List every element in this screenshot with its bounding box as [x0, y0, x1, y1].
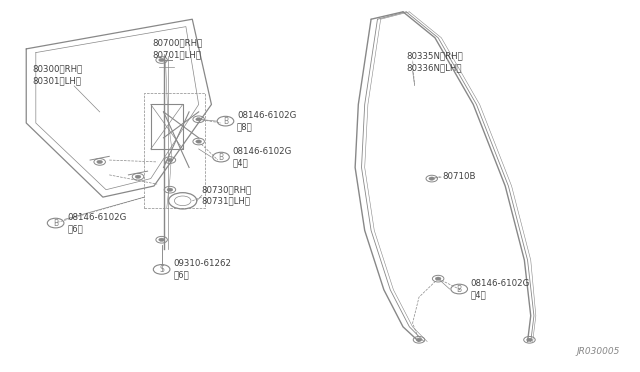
Text: B: B	[457, 285, 462, 294]
Text: 80300（RH）
80301（LH）: 80300（RH） 80301（LH）	[33, 65, 83, 85]
Text: 08146-6102G
（6）: 08146-6102G （6）	[67, 213, 127, 233]
Circle shape	[135, 175, 141, 179]
Text: 80730（RH）
80731（LH）: 80730（RH） 80731（LH）	[202, 185, 252, 205]
Text: JR030005: JR030005	[577, 347, 620, 356]
Text: B: B	[223, 117, 228, 126]
Text: 08146-6102G
（4）: 08146-6102G （4）	[232, 147, 292, 167]
Circle shape	[429, 177, 435, 180]
Circle shape	[527, 338, 532, 341]
Circle shape	[167, 158, 173, 162]
Text: 09310-61262
（6）: 09310-61262 （6）	[173, 259, 231, 279]
Circle shape	[435, 277, 441, 280]
Text: 80710B: 80710B	[443, 172, 476, 181]
Text: 08146-6102G
（8）: 08146-6102G （8）	[237, 111, 296, 131]
Circle shape	[97, 160, 102, 164]
Circle shape	[416, 338, 422, 341]
Text: 08146-6102G
（4）: 08146-6102G （4）	[470, 279, 530, 299]
Text: B: B	[53, 219, 58, 228]
Circle shape	[159, 58, 164, 62]
Text: 80335N（RH）
80336N（LH）: 80335N（RH） 80336N（LH）	[406, 52, 463, 72]
Circle shape	[167, 188, 173, 191]
Circle shape	[159, 238, 164, 241]
Circle shape	[196, 140, 202, 143]
Text: S: S	[159, 265, 164, 274]
Text: 80700（RH）
80701（LH）: 80700（RH） 80701（LH）	[153, 39, 203, 59]
Circle shape	[196, 118, 202, 121]
Text: B: B	[218, 153, 223, 161]
